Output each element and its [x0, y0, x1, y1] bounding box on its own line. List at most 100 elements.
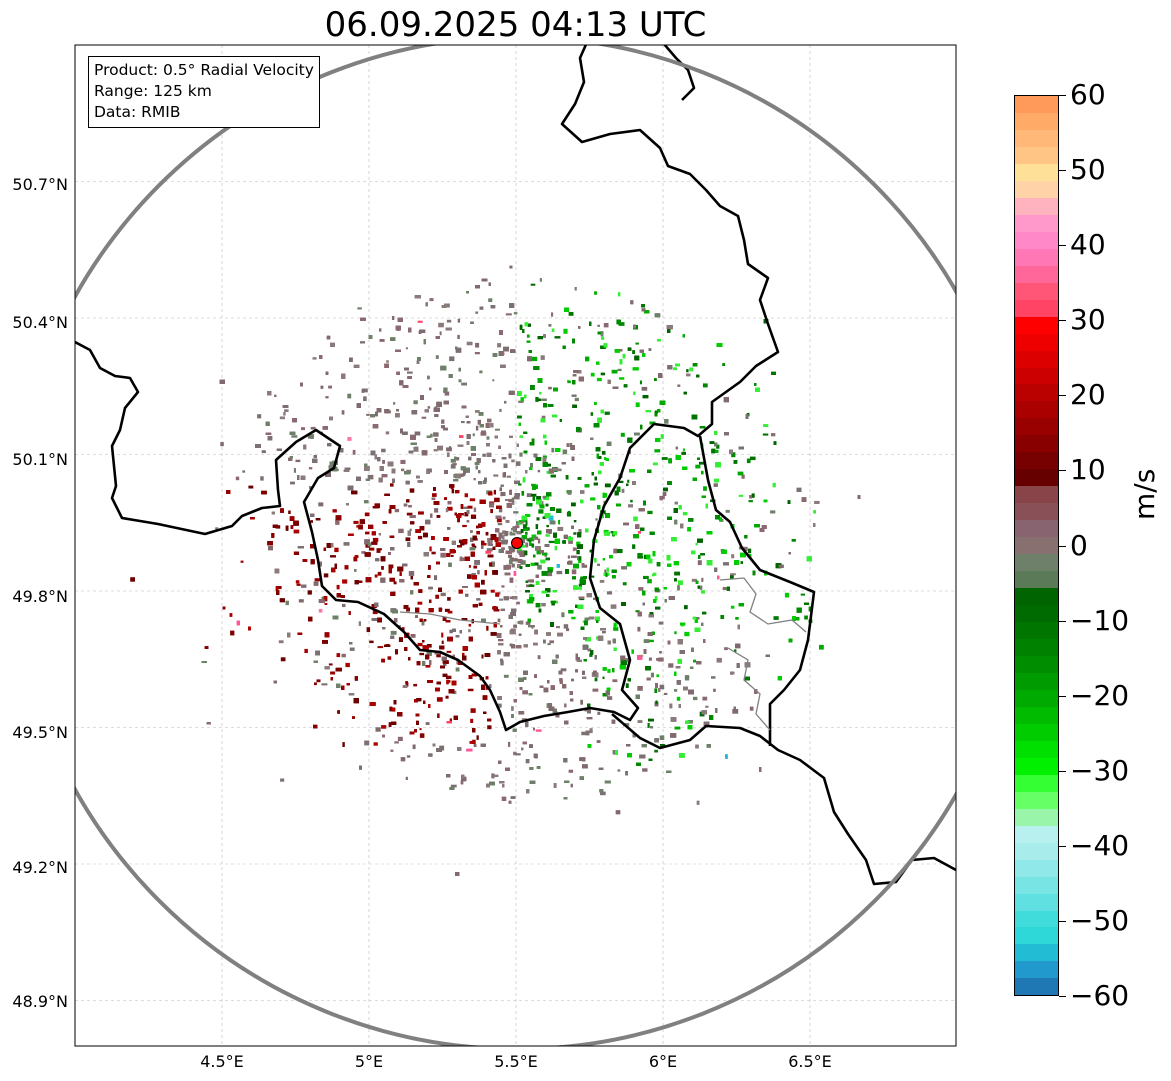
echo-gate [447, 610, 453, 614]
echo-gate [601, 336, 605, 340]
echo-gate [597, 324, 600, 327]
echo-gate [648, 657, 652, 661]
echo-gate [535, 397, 539, 402]
echo-gate [413, 683, 418, 687]
echo-gate [474, 352, 480, 355]
echo-gate [488, 298, 493, 302]
echo-gate [684, 605, 688, 610]
echo-gate [475, 342, 480, 348]
echo-gate [457, 517, 460, 523]
echo-gate [542, 455, 547, 459]
echo-gate [400, 459, 406, 464]
echo-gate [261, 450, 266, 454]
echo-gate [748, 548, 752, 554]
echo-gate [622, 353, 626, 359]
echo-gate [412, 744, 416, 750]
echo-gate [438, 322, 444, 328]
echo-gate [518, 400, 524, 403]
echo-gate [464, 512, 469, 517]
echo-gate [637, 556, 644, 559]
echo-gate [699, 461, 705, 465]
echo-gate [637, 553, 643, 557]
echo-gate [522, 690, 528, 695]
echo-gate [487, 725, 492, 730]
echo-gate [537, 336, 543, 340]
echo-gate [511, 459, 515, 463]
echo-gate [295, 459, 301, 463]
echo-gate [490, 589, 495, 593]
echo-gate [574, 397, 579, 402]
echo-gate [598, 470, 602, 475]
echo-gate [445, 675, 452, 679]
echo-gate [307, 590, 312, 595]
echo-gate [677, 658, 683, 664]
echo-gate [527, 323, 531, 327]
echo-gate [734, 649, 737, 653]
echo-gate [521, 491, 525, 496]
echo-gate [472, 545, 477, 549]
echo-gate [347, 393, 352, 399]
echo-gate [613, 627, 619, 631]
echo-gate [497, 343, 502, 348]
echo-gate [304, 648, 308, 653]
echo-gate [364, 512, 370, 517]
echo-gate [548, 540, 555, 544]
echo-gate [804, 615, 808, 620]
echo-gate [367, 474, 374, 480]
echo-gate [453, 473, 457, 478]
echo-gate [377, 646, 384, 649]
echo-gate [682, 512, 688, 516]
echo-gate [429, 546, 432, 552]
echo-gate [280, 657, 286, 662]
echo-gate [548, 386, 552, 390]
echo-gate [638, 587, 644, 591]
echo-gate [450, 784, 457, 788]
echo-gate [481, 579, 485, 585]
echo-gate [537, 564, 542, 570]
echo-gate [702, 383, 708, 388]
echo-gate [501, 796, 507, 801]
echo-gate [526, 493, 532, 498]
echo-gate [506, 475, 511, 478]
echo-gate [515, 525, 520, 529]
echo-gate [637, 626, 641, 632]
echo-gate [242, 470, 246, 473]
echo-gate [398, 637, 403, 642]
echo-gate [485, 531, 489, 536]
echo-gate [653, 572, 657, 576]
echo-gate [530, 283, 536, 286]
echo-gate [633, 516, 638, 522]
echo-gate [432, 493, 437, 497]
echo-gate [310, 426, 316, 430]
echo-gate [411, 410, 418, 415]
echo-gate [647, 579, 652, 584]
echo-gate [475, 410, 480, 413]
echo-gate [373, 742, 378, 746]
echo-gate [576, 541, 581, 547]
echo-gate [445, 508, 449, 513]
echo-gate [374, 574, 378, 578]
echo-gate [511, 706, 514, 711]
echo-gate [537, 655, 541, 660]
echo-gate [466, 341, 473, 346]
echo-gate [435, 355, 439, 359]
echo-gate [487, 541, 491, 546]
echo-gate [705, 705, 709, 708]
echo-gate [440, 592, 446, 597]
echo-gate [669, 703, 673, 709]
echo-gate [571, 394, 577, 397]
echo-gate [235, 476, 240, 481]
echo-gate [406, 755, 411, 758]
echo-gate [366, 627, 371, 633]
echo-gate [509, 557, 514, 561]
echo-gate [488, 282, 491, 286]
echo-gate [642, 768, 648, 772]
echo-gate [496, 703, 502, 708]
echo-gate [283, 412, 286, 416]
echo-gate [516, 601, 520, 605]
echo-gate [298, 599, 304, 603]
echo-gate [405, 347, 408, 350]
echo-gate [659, 684, 665, 690]
echo-gate [553, 783, 557, 788]
echo-gate [784, 592, 790, 598]
